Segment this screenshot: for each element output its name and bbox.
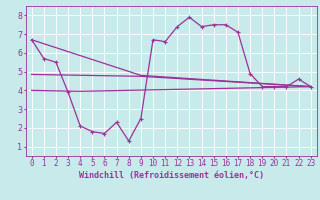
- X-axis label: Windchill (Refroidissement éolien,°C): Windchill (Refroidissement éolien,°C): [79, 171, 264, 180]
